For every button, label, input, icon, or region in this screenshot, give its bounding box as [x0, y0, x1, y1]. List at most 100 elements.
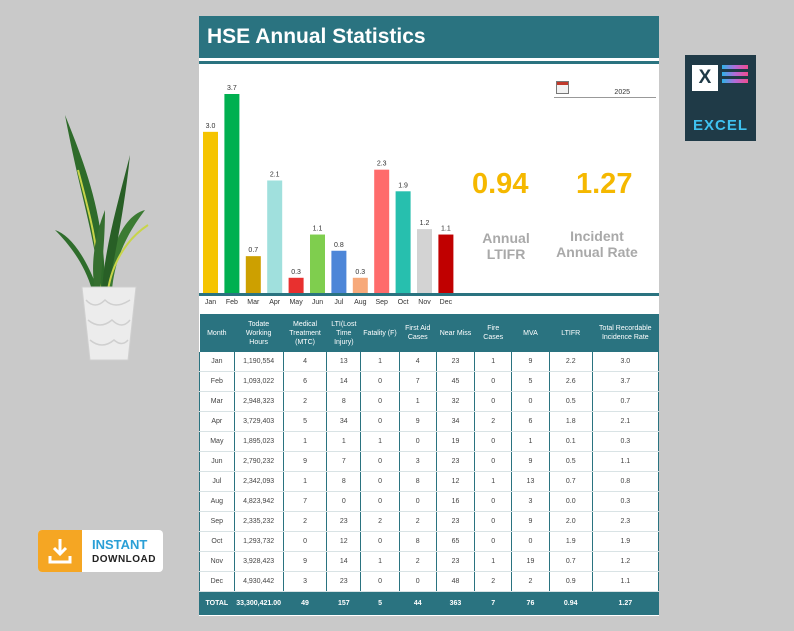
table-cell: 0 — [360, 571, 400, 592]
table-total-row: TOTAL 33,300,421.00 49 157 5 44 363 7 76 0.94 1.27 — [199, 591, 660, 615]
table-cell: 0.7 — [548, 551, 593, 572]
table-cell: 13 — [326, 352, 362, 372]
chart-tick-label: Aug — [354, 299, 367, 306]
table-cell: 0 — [360, 531, 400, 552]
ltifr-value: 0.94 — [472, 168, 529, 200]
table-cell: 34 — [435, 411, 476, 432]
table-cell: 9 — [398, 411, 437, 432]
hse-sheet: HSE Annual Statistics 3.0 Jan 3.7 Feb 0.7 Mar… — [199, 16, 660, 616]
table-cell: 1 — [474, 551, 513, 572]
table-cell: 7 — [326, 451, 362, 472]
table-cell: Aug — [199, 491, 235, 512]
table-cell: 0 — [474, 431, 513, 452]
table-cell: 0 — [511, 531, 550, 552]
chart-bar — [352, 277, 368, 294]
table-cell: 0 — [360, 391, 400, 412]
incident-rate-label: Incident Annual Rate — [551, 228, 643, 260]
table-header-row: Month Todate Working Hours Medical Treatme… — [199, 314, 659, 352]
ltifr-label: Annual LTIFR — [474, 230, 538, 262]
table-header-cell: Near Miss — [436, 314, 475, 352]
table-cell: 2.6 — [548, 371, 593, 392]
table-cell: 8 — [398, 531, 437, 552]
excel-badge: X EXCEL — [685, 55, 756, 141]
page-title: HSE Annual Statistics — [207, 25, 426, 48]
table-row: Jun 2,790,232 9 7 0 3 23 0 9 0.5 1.1 — [199, 451, 660, 472]
table-cell: 0 — [360, 411, 400, 432]
excel-lines-icon — [722, 65, 748, 91]
ltifr-label-line1: Annual — [482, 230, 530, 246]
table-cell: 0.3 — [591, 491, 660, 512]
table-cell: 0 — [474, 491, 513, 512]
table-cell: 12 — [435, 471, 476, 492]
table-header-cell: LTIFR — [549, 314, 593, 352]
table-cell: Nov — [199, 551, 235, 572]
table-header-cell: Todate Working Hours — [234, 314, 284, 352]
table-cell: 3.7 — [591, 371, 660, 392]
chart-tick-label: Sep — [375, 299, 388, 306]
table-cell: 1,895,023 — [233, 431, 284, 452]
chart-tick-label: Jun — [312, 299, 323, 306]
table-cell: 0.8 — [591, 471, 660, 492]
table-cell: 6 — [282, 371, 328, 392]
title-underline — [199, 61, 659, 64]
table-cell: 23 — [435, 451, 476, 472]
excel-icon: X — [692, 65, 718, 91]
year-selector[interactable]: 2025 — [554, 78, 656, 98]
download-icon — [38, 530, 82, 572]
chart-tick-label: Jan — [205, 299, 216, 306]
table-cell: Dec — [199, 571, 235, 592]
table-cell: 9 — [282, 551, 328, 572]
table-cell: 0.5 — [548, 451, 593, 472]
table-cell: 1 — [474, 471, 513, 492]
table-cell: Jun — [199, 451, 235, 472]
chart-bar — [245, 256, 261, 294]
table-cell: 0 — [360, 451, 400, 472]
table-cell: 0.7 — [548, 471, 593, 492]
table-total-cell: 7 — [474, 591, 513, 615]
table-cell: 2,790,232 — [233, 451, 284, 472]
table-total-cell: 363 — [435, 591, 476, 615]
table-cell: 0 — [474, 371, 513, 392]
chart-tick-label: Mar — [247, 299, 260, 306]
table-header-cell: Fire Cases — [474, 314, 512, 352]
table-cell: 1 — [360, 431, 400, 452]
table-header-cell: Month — [199, 314, 235, 352]
table-cell: 4 — [398, 352, 437, 372]
table-cell: 0 — [398, 491, 437, 512]
table-header-cell: MVA — [511, 314, 550, 352]
table-row: Oct 1,293,732 0 12 0 8 65 0 0 1.9 1.9 — [199, 531, 660, 552]
calendar-icon[interactable] — [556, 81, 569, 94]
chart-tick-label: Feb — [226, 299, 238, 306]
chart-tick-label: May — [289, 299, 303, 306]
table-cell: 1.8 — [548, 411, 593, 432]
title-bar: HSE Annual Statistics — [199, 16, 659, 58]
ltifr-label-line2: LTIFR — [486, 246, 526, 262]
table-cell: 1,190,554 — [233, 352, 284, 372]
table-cell: 4,823,942 — [233, 491, 284, 512]
chart-data-label: 1.2 — [420, 220, 430, 227]
table-cell: 0 — [511, 391, 550, 412]
table-cell: 9 — [511, 451, 550, 472]
table-cell: 2,948,323 — [233, 391, 284, 412]
table-cell: 2.3 — [591, 511, 660, 532]
table-header-cell: LTI(Lost Time Injury) — [326, 314, 361, 352]
chart-bar — [203, 131, 218, 294]
table-cell: 8 — [326, 471, 362, 492]
table-cell: 23 — [435, 511, 476, 532]
table-cell: 2 — [282, 511, 328, 532]
table-cell: 1 — [474, 352, 513, 372]
table-total-cell: 76 — [511, 591, 550, 615]
table-cell: 1 — [282, 471, 328, 492]
instant-download-badge: INSTANT DOWNLOAD — [38, 530, 163, 572]
table-total-cell: 157 — [326, 591, 362, 615]
year-underline — [554, 97, 656, 98]
table-cell: Feb — [199, 371, 235, 392]
table-cell: 14 — [326, 551, 362, 572]
chart-bar — [395, 191, 411, 294]
table-cell: 0.5 — [548, 391, 593, 412]
chart-bar — [417, 229, 432, 294]
excel-label: EXCEL — [692, 117, 748, 134]
table-cell: 4 — [282, 352, 328, 372]
chart-data-label: 0.7 — [248, 247, 258, 254]
table-cell: 2.0 — [548, 511, 593, 532]
